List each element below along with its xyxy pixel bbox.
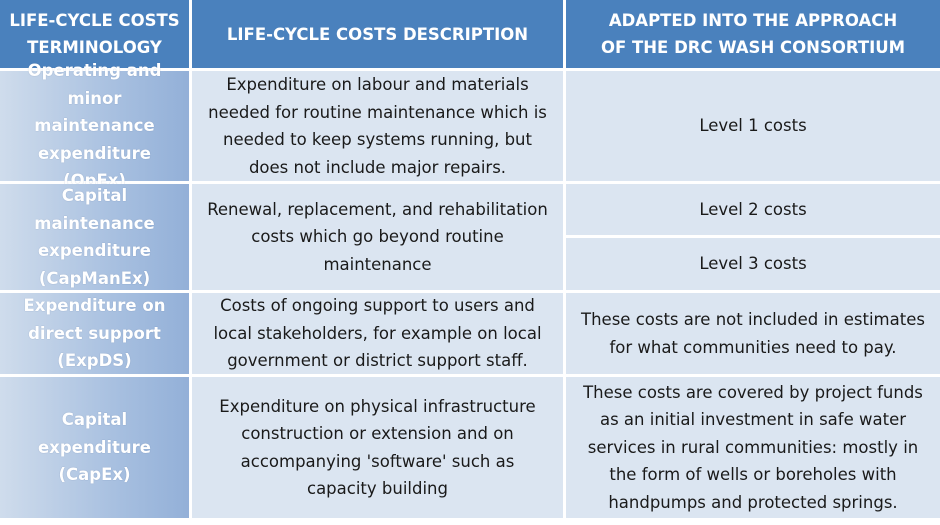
row-capmanex-approach-level3: Level 3 costs xyxy=(566,238,940,290)
header-terminology: LIFE-CYCLE COSTS TERMINOLOGY xyxy=(0,0,189,68)
row-opex-approach: Level 1 costs xyxy=(566,71,940,181)
row-expds-description-text: Costs of ongoing support to users and lo… xyxy=(213,296,542,371)
row-capmanex-approach-level3-text: Level 3 costs xyxy=(699,254,807,274)
row-opex-term-text: Operating and minor maintenance expendit… xyxy=(27,61,162,191)
row-capex-approach-text: These costs are covered by project funds… xyxy=(583,382,923,512)
row-expds-term-text: Expenditure on direct support (ExpDS) xyxy=(23,296,166,371)
header-approach-text: ADAPTED INTO THE APPROACH OF THE DRC WAS… xyxy=(600,11,906,57)
row-opex-approach-text: Level 1 costs xyxy=(699,116,807,136)
row-opex-description-text: Expenditure on labour and materials need… xyxy=(208,75,547,177)
header-approach: ADAPTED INTO THE APPROACH OF THE DRC WAS… xyxy=(566,0,940,68)
row-capmanex-term-text: Capital maintenance expenditure (CapManE… xyxy=(34,186,155,288)
row-capmanex-term: Capital maintenance expenditure (CapManE… xyxy=(0,184,189,290)
row-expds-description: Costs of ongoing support to users and lo… xyxy=(192,293,563,374)
row-capex-approach: These costs are covered by project funds… xyxy=(566,377,940,518)
row-expds-term: Expenditure on direct support (ExpDS) xyxy=(0,293,189,374)
row-capmanex-description-text: Renewal, replacement, and rehabilitation… xyxy=(207,199,548,274)
row-capmanex-approach-level2: Level 2 costs xyxy=(566,184,940,235)
row-opex-description: Expenditure on labour and materials need… xyxy=(192,71,563,181)
header-terminology-text: LIFE-CYCLE COSTS TERMINOLOGY xyxy=(9,11,180,57)
row-capex-term-text: Capital expenditure (CapEx) xyxy=(37,410,151,485)
row-capex-term: Capital expenditure (CapEx) xyxy=(0,377,189,518)
header-description: LIFE-CYCLE COSTS DESCRIPTION xyxy=(192,0,563,68)
row-capex-description: Expenditure on physical infrastructure c… xyxy=(192,377,563,518)
row-capex-description-text: Expenditure on physical infrastructure c… xyxy=(219,396,536,499)
row-expds-approach-text: These costs are not included in estimate… xyxy=(581,310,925,357)
row-capmanex-description: Renewal, replacement, and rehabilitation… xyxy=(192,184,563,290)
row-opex-term: Operating and minor maintenance expendit… xyxy=(0,61,189,190)
row-capmanex-approach-level2-text: Level 2 costs xyxy=(699,199,807,219)
row-expds-approach: These costs are not included in estimate… xyxy=(566,293,940,374)
header-description-text: LIFE-CYCLE COSTS DESCRIPTION xyxy=(226,24,529,44)
